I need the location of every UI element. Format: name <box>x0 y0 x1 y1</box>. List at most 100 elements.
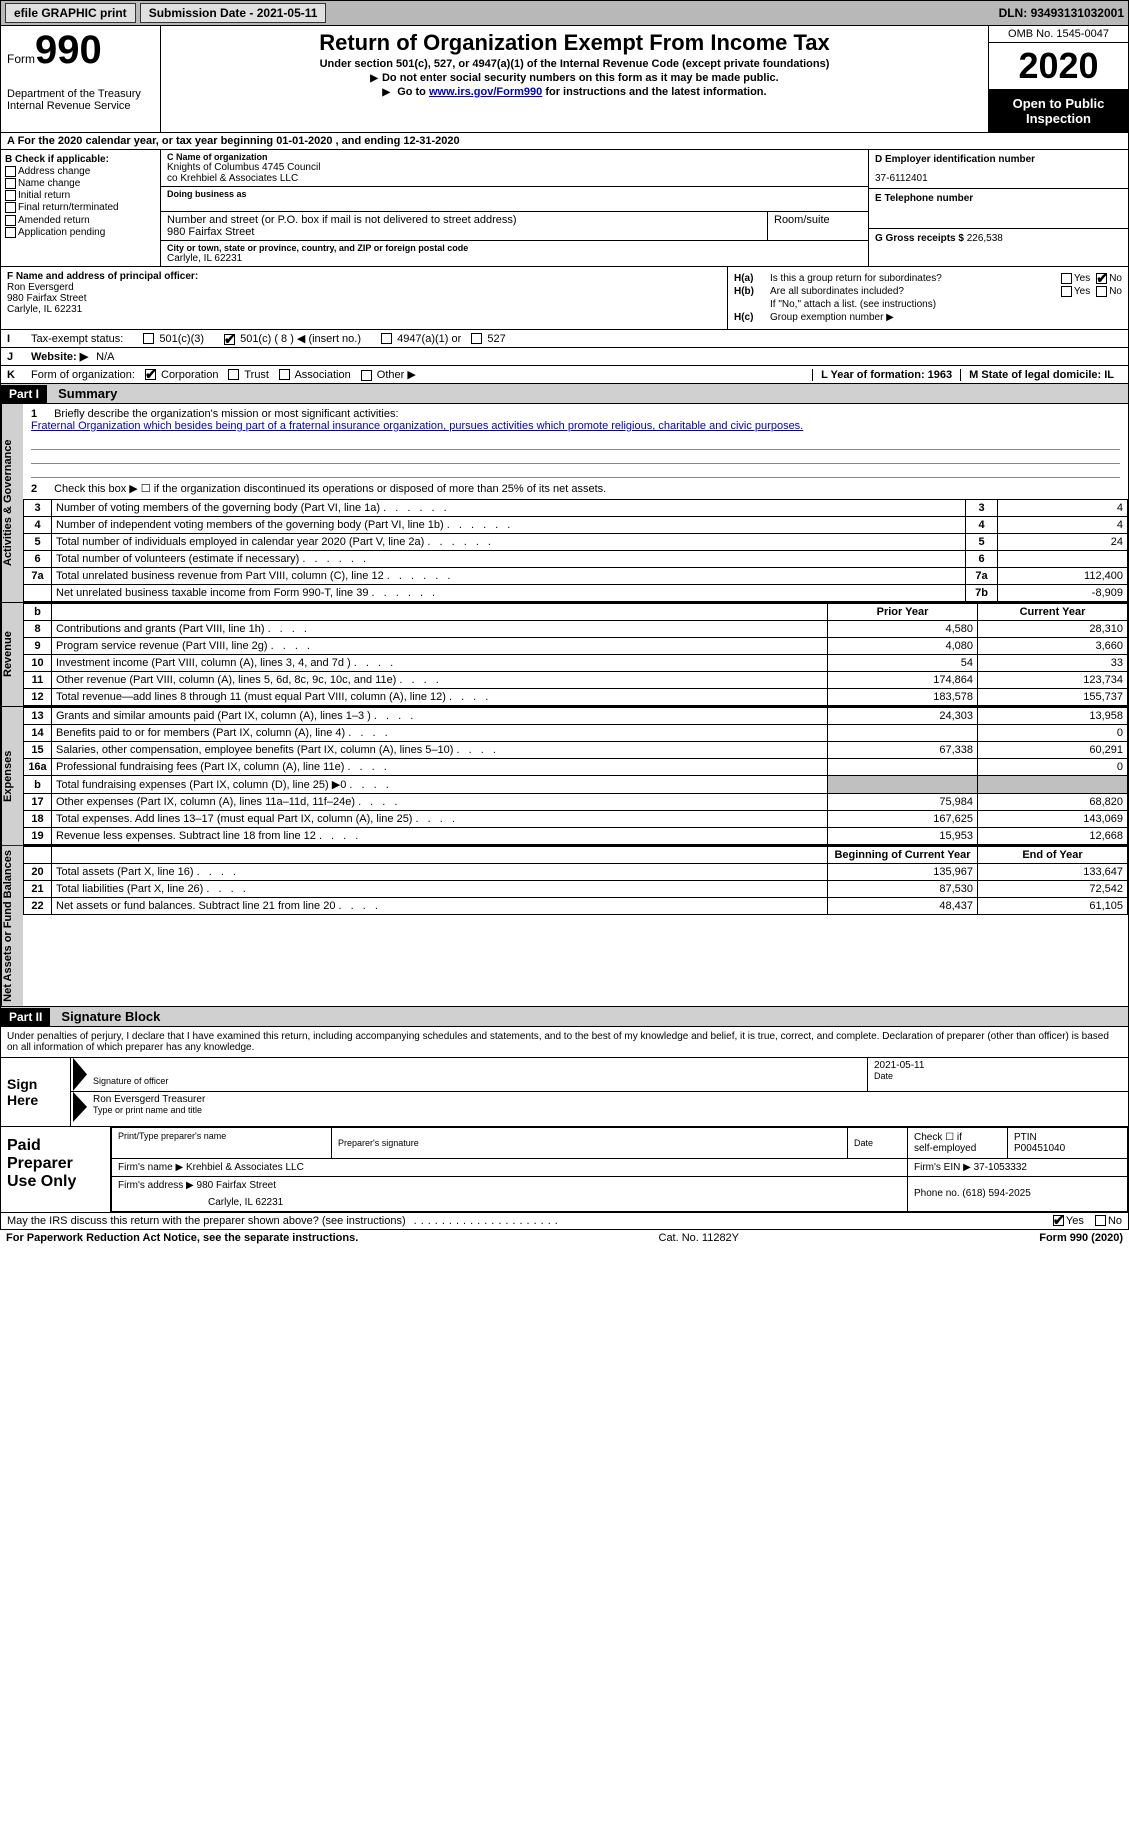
row-j: J Website: ▶ N/A <box>0 348 1129 366</box>
current-year-value: 12,668 <box>978 828 1128 845</box>
yes-label: Yes <box>1066 1215 1084 1227</box>
i-text: Tax-exempt status: <box>31 333 123 345</box>
line-desc: Program service revenue (Part VIII, line… <box>52 638 828 655</box>
irs-form990-link[interactable]: www.irs.gov/Form990 <box>429 86 542 98</box>
h-b-no-checkbox[interactable] <box>1096 286 1107 297</box>
prior-year-value: 4,080 <box>828 638 978 655</box>
chk-final-return[interactable]: Final return/terminated <box>5 202 156 213</box>
line-desc: Grants and similar amounts paid (Part IX… <box>52 708 828 725</box>
paid-preparer-block: Paid Preparer Use Only Print/Type prepar… <box>0 1127 1129 1213</box>
activities-governance-section: Activities & Governance 1 Briefly descri… <box>0 404 1129 603</box>
line-num: 5 <box>24 534 52 551</box>
line-num: 14 <box>24 725 52 742</box>
h-b-yes-checkbox[interactable] <box>1061 286 1072 297</box>
form-version: Form 990 (2020) <box>1039 1232 1123 1244</box>
preparer-date-cell: Date <box>848 1127 908 1158</box>
firm-name-cell: Firm's name ▶ Krehbiel & Associates LLC <box>112 1158 908 1176</box>
h-a-label: H(a) <box>734 273 770 284</box>
line-box: 4 <box>966 517 998 534</box>
h-b-label: H(b) <box>734 286 770 297</box>
j-label: J <box>7 351 31 363</box>
line-num: 13 <box>24 708 52 725</box>
revenue-section: Revenue b Prior Year Current Year 8 Cont… <box>0 603 1129 707</box>
ein-value: 37-6112401 <box>875 173 1122 184</box>
chk-amended-return[interactable]: Amended return <box>5 215 156 226</box>
current-year-value: 68,820 <box>978 794 1128 811</box>
address-value: 980 Fairfax Street <box>167 226 761 238</box>
dln-label: DLN: <box>999 6 1031 20</box>
k-label: K <box>7 369 31 381</box>
line-value: 4 <box>998 517 1128 534</box>
prior-year-value: 87,530 <box>828 881 978 898</box>
chk-other[interactable] <box>361 370 372 381</box>
chk-association[interactable] <box>279 369 290 380</box>
chk-name-change[interactable]: Name change <box>5 178 156 189</box>
open-to-public: Open to Public Inspection <box>989 90 1128 132</box>
discuss-text: May the IRS discuss this return with the… <box>7 1215 406 1227</box>
table-row: 6 Total number of volunteers (estimate i… <box>24 551 1128 568</box>
table-row: 12 Total revenue—add lines 8 through 11 … <box>24 689 1128 706</box>
telephone-row: E Telephone number <box>869 189 1128 229</box>
chk-501c[interactable] <box>224 334 235 345</box>
expenses-section: Expenses 13 Grants and similar amounts p… <box>0 707 1129 846</box>
mission-text: Fraternal Organization which besides bei… <box>31 420 803 432</box>
chk-501c3[interactable] <box>143 333 154 344</box>
h-a-yes-checkbox[interactable] <box>1061 273 1072 284</box>
sign-here-block: Sign Here Signature of officer 2021-05-1… <box>0 1058 1129 1127</box>
header-left: Form 990 Department of the Treasury Inte… <box>1 26 161 132</box>
vtab-net-assets: Net Assets or Fund Balances <box>1 846 23 1006</box>
current-year-value: 13,958 <box>978 708 1128 725</box>
gross-receipts-label: G Gross receipts $ <box>875 233 967 244</box>
chk-address-change[interactable]: Address change <box>5 166 156 177</box>
top-toolbar: efile GRAPHIC print Submission Date - 20… <box>0 0 1129 26</box>
i-label: I <box>7 333 31 345</box>
officer-typed-name: Ron Eversgerd Treasurer <box>93 1094 1122 1105</box>
line-desc: Total assets (Part X, line 16) . . . . <box>52 864 828 881</box>
chk-trust[interactable] <box>228 369 239 380</box>
discuss-no-checkbox[interactable] <box>1095 1215 1106 1226</box>
dln: DLN: 93493131032001 <box>999 6 1124 20</box>
h-section: H(a) Is this a group return for subordin… <box>728 267 1128 329</box>
part-2-label: Part II <box>1 1008 50 1026</box>
table-row: 14 Benefits paid to or for members (Part… <box>24 725 1128 742</box>
table-row: 17 Other expenses (Part IX, column (A), … <box>24 794 1128 811</box>
prior-year-value: 75,984 <box>828 794 978 811</box>
efile-print-button[interactable]: efile GRAPHIC print <box>5 3 136 23</box>
gross-receipts-value: 226,538 <box>967 233 1003 244</box>
org-name-label: C Name of organization <box>167 152 862 162</box>
h-a-no-checkbox[interactable] <box>1096 273 1107 284</box>
line-num: 16a <box>24 759 52 776</box>
chk-corporation[interactable] <box>145 369 156 380</box>
table-row: 10 Investment income (Part VIII, column … <box>24 655 1128 672</box>
line-desc: Number of voting members of the governin… <box>52 500 966 517</box>
chk-527[interactable] <box>471 333 482 344</box>
block-bcd: B Check if applicable: Address change Na… <box>0 150 1129 267</box>
chk-application-pending[interactable]: Application pending <box>5 227 156 238</box>
current-year-value: 0 <box>978 725 1128 742</box>
signature-date-field: 2021-05-11 Date <box>868 1058 1128 1091</box>
governance-table: 3 Number of voting members of the govern… <box>23 499 1128 602</box>
signature-date: 2021-05-11 <box>874 1060 1122 1071</box>
discuss-yes-no: Yes No <box>1053 1215 1122 1227</box>
j-text: Website: ▶ <box>31 350 88 363</box>
submission-date-button[interactable]: Submission Date - 2021-05-11 <box>140 3 327 23</box>
line-box: 3 <box>966 500 998 517</box>
discuss-yes-checkbox[interactable] <box>1053 1215 1064 1226</box>
year-of-formation: L Year of formation: 1963 <box>812 369 960 381</box>
line-box: 7b <box>966 585 998 602</box>
prior-year-value <box>828 725 978 742</box>
firm-phone-cell: Phone no. (618) 594-2025 <box>908 1176 1128 1211</box>
line-desc: Professional fundraising fees (Part IX, … <box>52 759 828 776</box>
officer-signature-field[interactable]: Signature of officer <box>87 1058 868 1091</box>
line-num: 4 <box>24 517 52 534</box>
table-row: 15 Salaries, other compensation, employe… <box>24 742 1128 759</box>
opt-other: Other ▶ <box>377 369 416 381</box>
city-value: Carlyle, IL 62231 <box>167 253 862 264</box>
current-year-value: 28,310 <box>978 621 1128 638</box>
line-box: 7a <box>966 568 998 585</box>
current-year-header: Current Year <box>978 604 1128 621</box>
chk-initial-return[interactable]: Initial return <box>5 190 156 201</box>
current-year-value: 133,647 <box>978 864 1128 881</box>
header-right: OMB No. 1545-0047 2020 Open to Public In… <box>988 26 1128 132</box>
chk-4947[interactable] <box>381 333 392 344</box>
